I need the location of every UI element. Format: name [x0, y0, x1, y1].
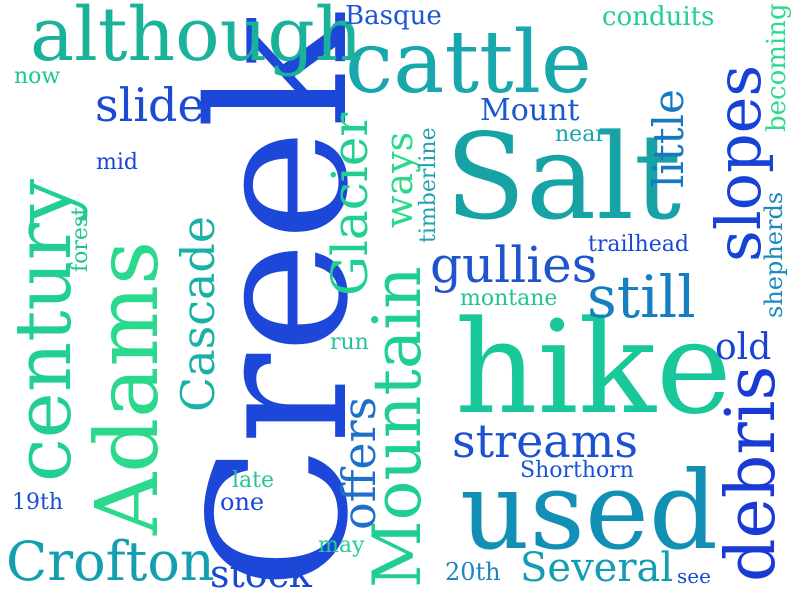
word-debris: debris	[712, 365, 791, 582]
word-hike: hike	[455, 294, 732, 443]
word-mid: mid	[96, 150, 138, 175]
word-near: near	[555, 122, 606, 147]
word-stock: stock	[210, 552, 312, 596]
word-cattle: cattle	[345, 13, 592, 113]
word-conduits: conduits	[602, 2, 715, 32]
word-shorthorn: Shorthorn	[520, 458, 634, 483]
word-late: late	[232, 468, 275, 493]
word-old: old	[715, 327, 772, 368]
word-streams: streams	[452, 414, 638, 468]
word-one: one	[220, 488, 265, 516]
word-now: now	[14, 64, 61, 89]
word-forest: forest	[68, 206, 93, 272]
word-may: may	[318, 533, 365, 558]
word-slide: slide	[95, 78, 205, 132]
word-ways: ways	[377, 131, 421, 228]
word-run: run	[330, 330, 369, 355]
word-used: used	[460, 449, 719, 574]
word-several: Several	[520, 545, 674, 591]
word-20th: 20th	[445, 558, 501, 586]
word-salt: Salt	[445, 108, 682, 246]
word-adams: Adams	[78, 240, 178, 535]
word-although: although	[30, 0, 363, 78]
word-offers: offers	[332, 396, 386, 530]
word-crofton: Crofton	[6, 530, 215, 593]
word-montane: montane	[460, 286, 558, 311]
word-cascade: Cascade	[171, 215, 225, 412]
word-see: see	[677, 564, 711, 588]
word-gullies: gullies	[430, 236, 598, 294]
word-mount: Mount	[480, 93, 580, 128]
word-little: little	[644, 89, 693, 188]
word-timberline: timberline	[416, 127, 441, 243]
word-still: still	[587, 263, 696, 331]
word-19th: 19th	[12, 490, 64, 515]
word-glacier: Glacier	[321, 112, 379, 296]
word-shepherds: shepherds	[760, 191, 788, 318]
word-basque: Basque	[345, 1, 442, 31]
word-becoming: becoming	[762, 3, 792, 132]
word-trailhead: trailhead	[588, 232, 689, 257]
